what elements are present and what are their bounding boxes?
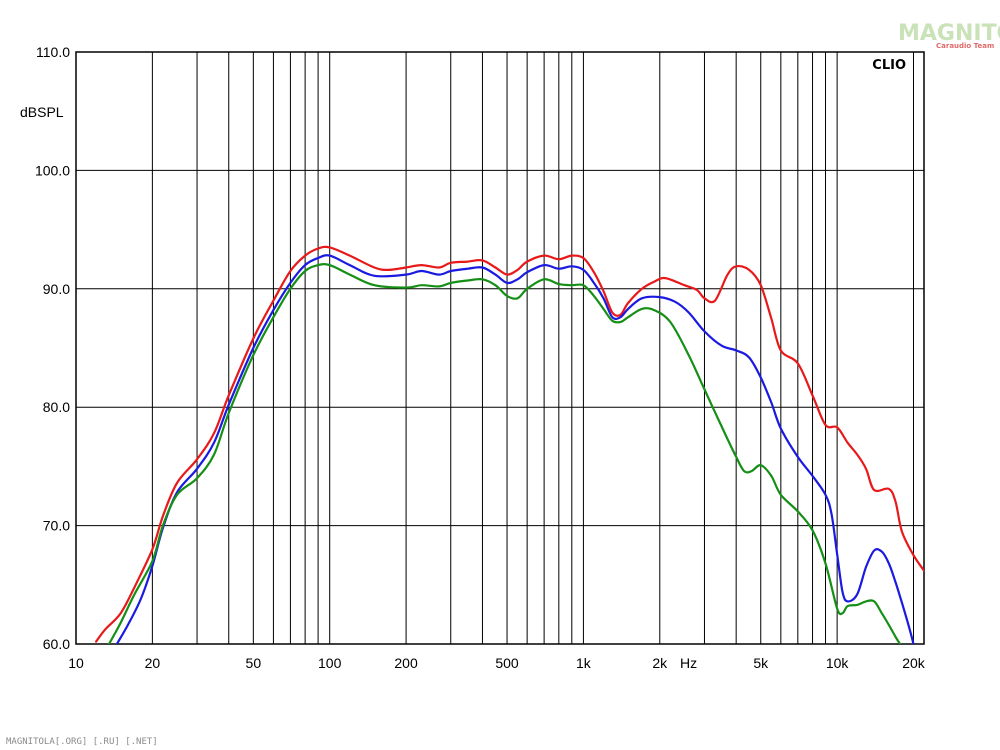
x-tick-label: 100 xyxy=(318,655,342,671)
y-axis-label: dBSPL xyxy=(20,104,64,120)
x-tick-label: 2k xyxy=(652,655,668,671)
y-tick-label: 70.0 xyxy=(43,518,70,534)
x-tick-label: 1k xyxy=(576,655,592,671)
watermark-logo: MAGNITOLA Caraudio Team xyxy=(898,21,1000,50)
x-tick-label: 50 xyxy=(246,655,262,671)
y-tick-label: 90.0 xyxy=(43,281,70,297)
series-line-2 xyxy=(115,254,915,644)
y-tick-labels: 60.0 70.0 80.0 90.0 100.0 110.0 xyxy=(35,44,70,652)
series-lines xyxy=(95,245,924,644)
plot-frame xyxy=(75,51,925,645)
x-tick-label: 20 xyxy=(145,655,161,671)
x-tick-label: 20k xyxy=(902,655,926,671)
series-line-3 xyxy=(108,263,902,644)
watermark-logo-text: MAGNITOLA xyxy=(898,21,1000,46)
y-tick-label: 80.0 xyxy=(43,399,70,415)
series-line-1 xyxy=(95,245,924,643)
x-tick-label: 500 xyxy=(495,655,519,671)
x-tick-label: 10 xyxy=(68,655,84,671)
y-tick-label: 60.0 xyxy=(43,636,70,652)
x-tick-label: 200 xyxy=(394,655,418,671)
x-tick-labels: 10 20 50 100 200 500 1k 2k 5k 10k 20k xyxy=(68,655,926,671)
y-tick-label: 110.0 xyxy=(36,44,70,60)
footer-text: MAGNITOLA[.ORG] [.RU] [.NET] xyxy=(6,737,158,747)
x-tick-label: 5k xyxy=(753,655,769,671)
x-axis-unit-label: Hz xyxy=(680,655,697,671)
x-tick-label: 10k xyxy=(826,655,850,671)
brand-label: CLIO xyxy=(872,58,906,73)
watermark-logo-subtext: Caraudio Team xyxy=(936,42,994,50)
y-tick-label: 100.0 xyxy=(35,162,70,178)
